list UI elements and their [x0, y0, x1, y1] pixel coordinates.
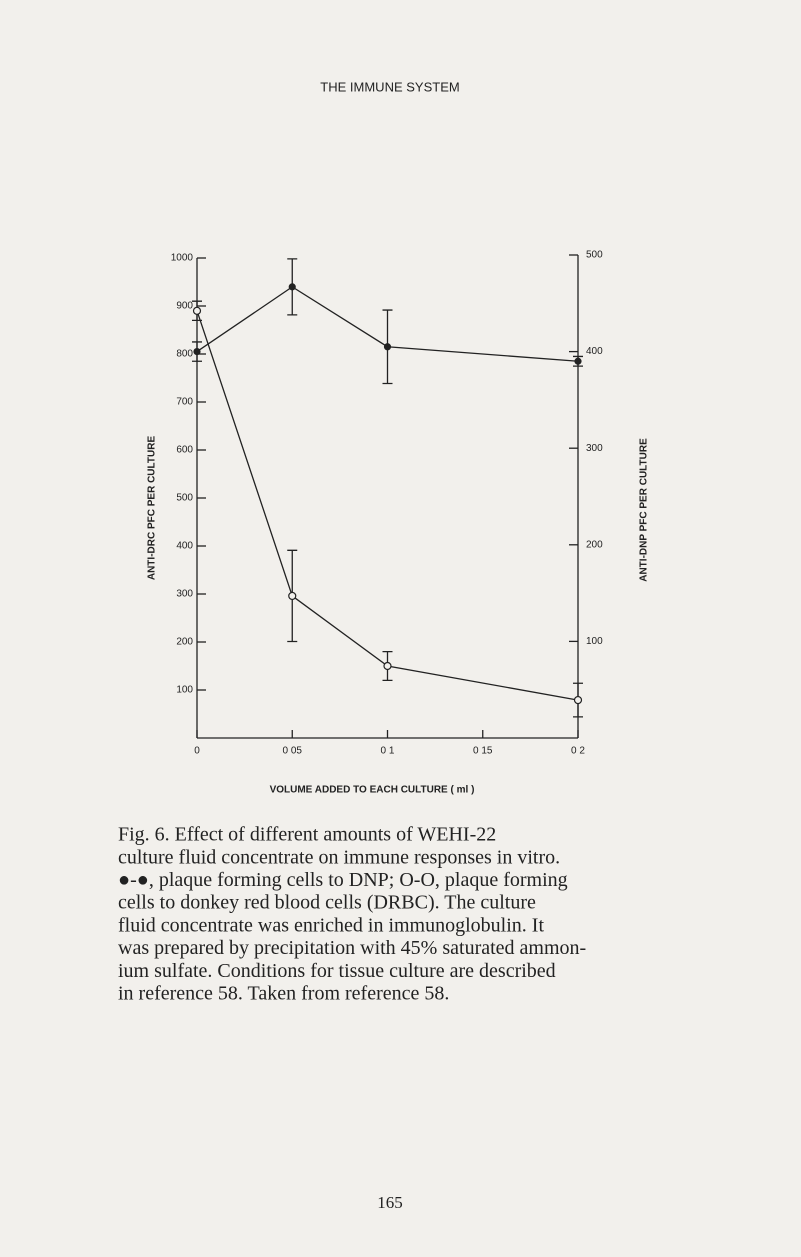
x-tick-label: 0	[194, 746, 200, 757]
caption-line: cells to donkey red blood cells (DRBC). …	[118, 892, 536, 914]
page-number: 165	[377, 1193, 403, 1212]
point	[574, 357, 582, 365]
caption-line: culture fluid concentrate on immune resp…	[118, 846, 560, 868]
y2-tick-label: 100	[586, 636, 603, 647]
x-tick-label: 0 15	[473, 746, 493, 757]
y-tick-label: 500	[176, 493, 193, 504]
y-tick-label: 800	[176, 349, 193, 360]
x-tick-label: 0 1	[381, 746, 395, 757]
point	[288, 283, 296, 291]
y-tick-label: 900	[176, 301, 193, 312]
series-line	[196, 310, 579, 701]
point	[193, 348, 201, 356]
x-tick-label: 0 2	[571, 746, 585, 757]
caption-line: fluid concentrate was enriched in immuno…	[118, 914, 544, 936]
caption-line: was prepared by precipitation with 45% s…	[118, 937, 586, 959]
x-tick-label: 0 05	[283, 746, 303, 757]
y2-tick-label: 500	[586, 250, 603, 261]
y-tick-label: 100	[176, 685, 193, 696]
point	[573, 695, 583, 705]
y-tick-label: 200	[176, 637, 193, 648]
running-head: THE IMMUNE SYSTEM	[320, 79, 459, 94]
y2-tick-label: 200	[586, 539, 603, 550]
y-tick-label: 400	[176, 541, 193, 552]
point	[192, 306, 202, 315]
point	[383, 343, 392, 351]
x-axis-title: VOLUME ADDED TO EACH CULTURE ( ml )	[270, 785, 475, 796]
y2-tick-label: 300	[586, 443, 603, 454]
y-tick-label: 300	[176, 589, 193, 600]
y-tick-label: 1000	[171, 253, 194, 264]
caption-line: ium sulfate. Conditions for tissue cultu…	[118, 960, 556, 982]
caption-line: ●-●, plaque forming cells to DNP; O-O, p…	[118, 869, 568, 891]
series-line	[196, 286, 579, 362]
caption-line: in reference 58. Taken from reference 58…	[118, 982, 449, 1004]
caption-line: Fig. 6. Effect of different amounts of W…	[118, 824, 496, 846]
y-axis-title: ANTI-DRC PFC PER CULTURE	[147, 436, 158, 581]
y2-tick-label: 400	[586, 346, 603, 357]
point	[383, 661, 392, 671]
point	[288, 591, 297, 601]
y-tick-label: 600	[176, 445, 193, 456]
y-tick-label: 700	[176, 397, 193, 408]
y2-axis-title: ANTI-DNP PFC PER CULTURE	[639, 438, 650, 582]
